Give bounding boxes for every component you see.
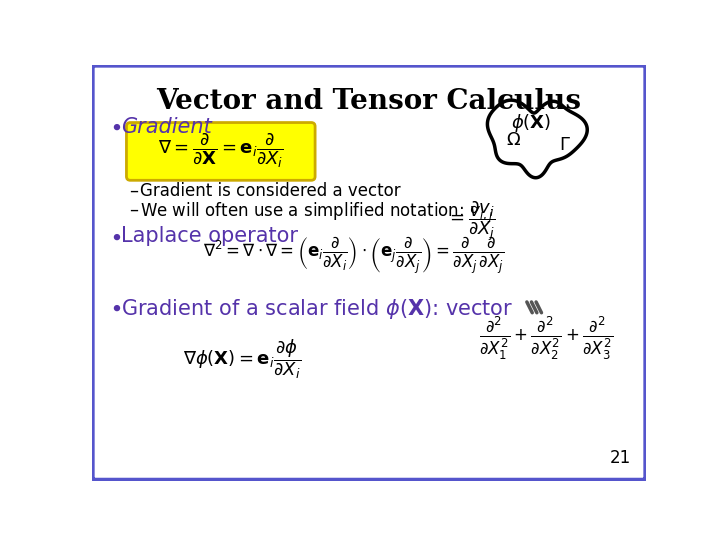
FancyBboxPatch shape: [93, 65, 645, 480]
Text: We will often use a simplified notation: $v_{i,j}$: We will often use a simplified notation:…: [140, 201, 493, 225]
Text: $\nabla\phi(\mathbf{X}) = \mathbf{e}_i \dfrac{\partial\phi}{\partial X_i}$: $\nabla\phi(\mathbf{X}) = \mathbf{e}_i \…: [183, 337, 301, 381]
Text: $\nabla^2 = \nabla \cdot \nabla = \left(\mathbf{e}_i \dfrac{\partial}{\partial X: $\nabla^2 = \nabla \cdot \nabla = \left(…: [203, 234, 504, 276]
Text: Gradient: Gradient: [121, 117, 212, 137]
Text: Gradient is considered a vector: Gradient is considered a vector: [140, 182, 400, 200]
Text: $\Gamma$: $\Gamma$: [559, 136, 570, 154]
Text: –: –: [129, 201, 138, 219]
Text: $= \dfrac{\partial v_i}{\partial X_j}$: $= \dfrac{\partial v_i}{\partial X_j}$: [446, 200, 496, 244]
Text: Vector and Tensor Calculus: Vector and Tensor Calculus: [156, 88, 582, 115]
Text: Laplace operator: Laplace operator: [121, 226, 298, 246]
Text: $\bullet$: $\bullet$: [109, 298, 121, 318]
Text: –: –: [129, 182, 138, 200]
Text: Gradient of a scalar field $\phi(\mathbf{X})$: vector: Gradient of a scalar field $\phi(\mathbf…: [121, 298, 513, 321]
Text: $\bullet$: $\bullet$: [109, 226, 121, 246]
FancyBboxPatch shape: [127, 123, 315, 180]
Text: $\dfrac{\partial^2}{\partial X_1^2} + \dfrac{\partial^2}{\partial X_2^2} + \dfra: $\dfrac{\partial^2}{\partial X_1^2} + \d…: [479, 314, 613, 362]
Text: $\Omega$: $\Omega$: [506, 131, 521, 149]
Text: 21: 21: [610, 449, 631, 467]
Text: $\phi(\mathbf{X})$: $\phi(\mathbf{X})$: [510, 112, 551, 133]
Text: $\bullet$: $\bullet$: [109, 117, 121, 137]
Text: $\nabla = \dfrac{\partial}{\partial \mathbf{X}} = \mathbf{e}_i \dfrac{\partial}{: $\nabla = \dfrac{\partial}{\partial \mat…: [158, 132, 284, 170]
